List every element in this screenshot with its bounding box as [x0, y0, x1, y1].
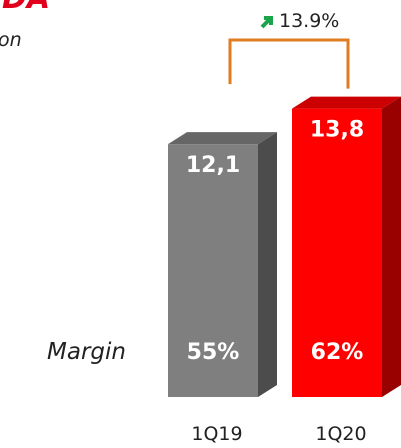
margin-label: Margin: [47, 339, 126, 365]
growth-arrow: [260, 16, 273, 29]
x-tick-label: 1Q20: [315, 423, 366, 445]
chart-title: DA: [2, 0, 50, 16]
bar-face: [292, 108, 382, 397]
value-label: 12,1: [186, 153, 240, 178]
x-tick-label: 1Q19: [191, 423, 242, 445]
bar-face: [168, 132, 277, 145]
margin-value-label: 55%: [187, 340, 240, 365]
growth-bracket: [228, 38, 350, 89]
bar: [168, 132, 277, 398]
bar-face: [382, 96, 401, 397]
value-label: 13,8: [310, 118, 364, 143]
margin-value-label: 62%: [311, 340, 364, 365]
bar: [292, 96, 401, 397]
bar-face: [258, 132, 277, 398]
bar-face: [168, 144, 258, 397]
bar-face: [292, 96, 401, 109]
growth-label: 13.9%: [279, 10, 339, 32]
chart-subtitle: on: [0, 29, 22, 51]
